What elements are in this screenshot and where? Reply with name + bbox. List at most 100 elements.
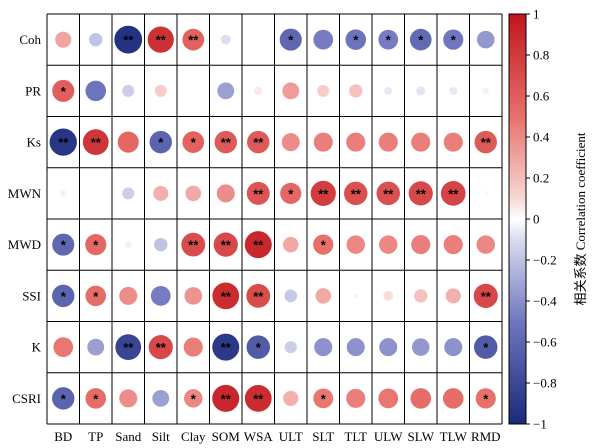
corr-circle-csri-rmd	[475, 388, 496, 409]
corr-circle-csri-wsa	[244, 385, 272, 412]
significance-mark: **	[221, 289, 232, 304]
corr-circle-csri-ult	[283, 390, 299, 406]
significance-mark: *	[61, 84, 67, 99]
corr-circle-k-rmd	[474, 335, 498, 359]
column-label: RMD	[471, 429, 501, 444]
corr-circle-ks-tp	[82, 129, 109, 156]
corr-circle-ssi-wsa	[246, 283, 271, 308]
column-label: ULT	[279, 429, 303, 444]
corr-circle-mwd-bd	[52, 233, 75, 256]
corr-circle-csri-sand	[119, 389, 138, 408]
corr-circle-pr-slt	[317, 84, 330, 97]
significance-mark: **	[221, 135, 232, 150]
corr-circle-mwd-rmd	[476, 235, 495, 254]
corr-circle-coh-slw	[409, 28, 432, 51]
corr-circle-csri-clay	[184, 389, 203, 408]
corr-circle-ks-tlt	[346, 132, 366, 152]
corr-circle-ks-wsa	[247, 130, 270, 154]
significance-mark: **	[481, 289, 492, 304]
corr-circle-ks-slw	[411, 132, 431, 152]
corr-circle-mwd-ulw	[379, 235, 398, 254]
corr-circle-mwn-bd	[60, 190, 67, 197]
significance-mark: *	[288, 186, 294, 201]
corr-circle-k-sand	[115, 334, 142, 361]
colorbar-tick-label: −0.8	[533, 376, 557, 391]
colorbar-tick-label: 0.8	[533, 48, 549, 63]
corr-circle-mwd-wsa	[244, 231, 272, 259]
corr-circle-ks-tlw	[443, 132, 463, 152]
row-label: K	[32, 340, 42, 355]
column-label: TLT	[344, 429, 367, 444]
corr-circle-mwd-slw	[411, 235, 431, 255]
significance-mark: **	[481, 135, 492, 150]
corr-circle-csri-tp	[85, 388, 107, 409]
colorbar: 1 0.8 0.6 0.4 0.2 0 −0.2 −0.4 −0.6 −0.8 −1 相关系数 Co…	[508, 7, 588, 432]
corr-circle-mwd-tp	[85, 234, 107, 256]
corr-circle-csri-silt	[152, 389, 170, 407]
column-label: ULW	[374, 429, 403, 444]
significance-mark: *	[418, 33, 424, 48]
colorbar-tick-label: −0.6	[533, 335, 557, 350]
significance-mark: *	[256, 340, 262, 355]
corr-circle-coh-clay	[182, 28, 205, 51]
corr-circle-coh-ult	[279, 28, 302, 51]
corr-circle-ks-sand	[117, 131, 139, 153]
corr-circle-ssi-slw	[414, 289, 428, 303]
corr-circle-coh-silt	[147, 26, 174, 53]
corr-circle-ssi-sand	[119, 286, 138, 305]
significance-mark: **	[351, 186, 362, 201]
significance-mark: **	[253, 135, 264, 150]
significance-mark: **	[123, 340, 134, 355]
corr-circle-mwd-som	[213, 232, 238, 257]
colorbar-tick-label: 0.4	[533, 130, 550, 145]
corr-circle-pr-tp	[85, 80, 107, 102]
significance-mark: **	[156, 340, 167, 355]
colorbar-tick-label: 0.2	[533, 171, 549, 186]
significance-mark: *	[93, 391, 99, 406]
significance-mark: **	[318, 186, 329, 201]
corr-circle-mwn-som	[216, 184, 235, 203]
corr-circle-mwn-rmd	[483, 190, 489, 196]
significance-mark: **	[253, 186, 264, 201]
colorbar-ticks: 1 0.8 0.6 0.4 0.2 0 −0.2 −0.4 −0.6 −0.8 −1	[526, 7, 557, 432]
column-label: BD	[54, 429, 72, 444]
significance-mark: *	[386, 33, 392, 48]
corr-circle-coh-ulw	[378, 29, 399, 50]
corr-circle-mwn-slw	[408, 181, 433, 206]
significance-mark: **	[448, 186, 459, 201]
significance-mark: *	[191, 391, 197, 406]
significance-mark: *	[93, 289, 99, 304]
significance-mark: **	[416, 186, 427, 201]
correlation-cells: ** ** ** * * * * **** ** * * ** ** **** * ** ** ** ** *** * *…	[49, 25, 498, 412]
corr-circle-pr-wsa	[254, 86, 263, 95]
corr-circle-k-bd	[53, 337, 74, 357]
row-label: Coh	[19, 32, 41, 47]
column-label: SOM	[212, 429, 241, 444]
corr-circle-mwd-tlt	[346, 235, 365, 254]
corr-circle-ssi-ult	[284, 289, 298, 303]
corr-circle-mwn-slt	[310, 180, 336, 206]
significance-mark: **	[91, 135, 102, 150]
corr-circle-mwn-sand	[122, 187, 135, 200]
corr-circle-ks-som	[214, 130, 237, 154]
colorbar-label: 相关系数 Correlation coefficient	[573, 132, 588, 305]
column-label: WSA	[244, 429, 274, 444]
corr-circle-k-tlt	[346, 338, 365, 357]
corr-circle-coh-tlw	[443, 29, 464, 50]
corr-circle-mwn-ulw	[376, 181, 400, 206]
corr-circle-pr-tlw	[449, 86, 458, 95]
corr-circle-ssi-rmd	[473, 283, 498, 308]
colorbar-tick-label: −0.2	[533, 253, 557, 268]
corr-circle-ks-clay	[182, 131, 205, 153]
corr-circle-mwn-tlt	[344, 181, 368, 206]
significance-mark: **	[221, 391, 232, 406]
row-label: PR	[25, 83, 41, 98]
corr-circle-ks-rmd	[474, 130, 497, 154]
corr-circle-pr-ult	[282, 82, 300, 100]
significance-mark: *	[483, 391, 489, 406]
corr-circle-ssi-clay	[184, 287, 203, 305]
significance-mark: *	[353, 33, 359, 48]
corr-circle-pr-som	[217, 82, 235, 100]
row-labels: Coh PR Ks MWN MWD SSI K CSRI	[8, 32, 42, 406]
